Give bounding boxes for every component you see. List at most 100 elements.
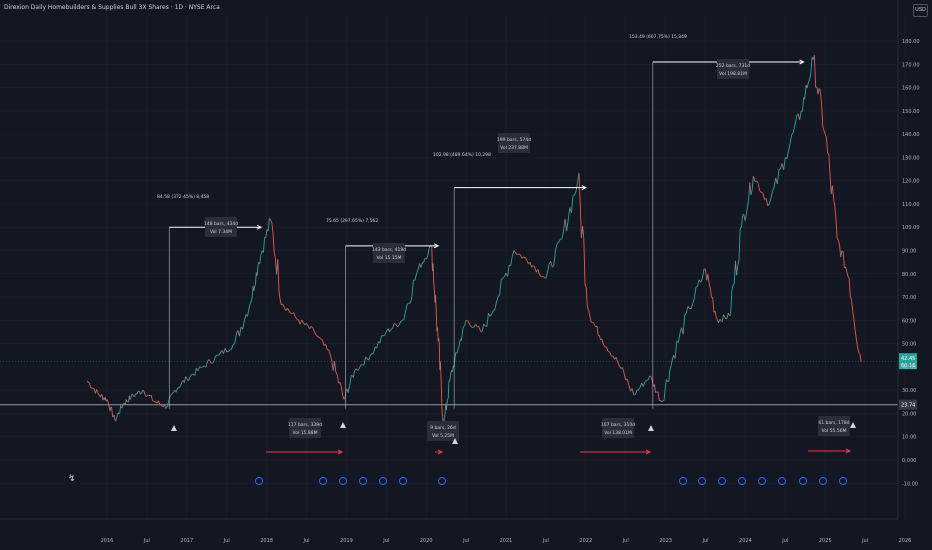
price-segment (317, 336, 320, 338)
grid (0, 14, 906, 519)
price-segment (400, 319, 403, 322)
event-marker (339, 477, 347, 485)
price-segment (140, 392, 143, 395)
current-price-tag (899, 353, 917, 370)
price-segment (751, 175, 754, 190)
price-segment (524, 257, 528, 261)
price-segment (776, 169, 780, 184)
price-segment (831, 185, 835, 199)
price-segment (833, 198, 836, 206)
price-segment (253, 286, 256, 291)
price-segment (382, 334, 385, 337)
price-segment (363, 356, 366, 366)
price-segment (208, 359, 212, 363)
price-segment (394, 323, 397, 325)
measure-arrowhead (799, 59, 805, 65)
price-segment (194, 368, 197, 376)
price-segment (622, 367, 625, 374)
price-segment (825, 137, 829, 153)
price-segment (539, 274, 542, 277)
price-segment (638, 387, 641, 390)
price-segment (301, 319, 304, 323)
price-segment (260, 250, 263, 255)
price-segment (296, 318, 299, 321)
price-segment (759, 190, 762, 193)
price-segment (723, 314, 726, 317)
price-segment (134, 393, 137, 398)
chart-title: Direxion Daily Homebuilders & Supplies B… (4, 4, 220, 11)
x-tick-label: 2026 (899, 538, 912, 544)
price-segment (440, 374, 442, 395)
y-tick-label: 20.00 (902, 411, 916, 417)
price-segment (762, 192, 765, 200)
measure-bars-label: 143 bars, 419d (372, 247, 406, 253)
price-segment (247, 307, 250, 317)
price-segment (750, 189, 753, 196)
price-segment (234, 334, 237, 344)
price-segment (734, 260, 738, 276)
price-segment (343, 397, 346, 400)
price-segment (210, 362, 213, 364)
x-tick-label: 2019 (340, 538, 353, 544)
lower-bars-label: 61 bars, 178d (818, 420, 849, 426)
price-segment (298, 320, 301, 325)
price-segment (115, 417, 118, 422)
price-segment (799, 110, 802, 120)
price-segment (551, 265, 555, 268)
price-segment (794, 117, 797, 126)
measure-volume-label: Vol 7.34M (210, 229, 232, 235)
price-segment (663, 388, 666, 401)
price-segment (270, 220, 273, 223)
x-tick-label: 2021 (500, 538, 513, 544)
currency-button[interactable]: USD (913, 4, 928, 17)
price-segment (503, 272, 507, 277)
event-marker (698, 477, 706, 485)
price-segment (590, 321, 593, 323)
price-segment (113, 414, 116, 421)
price-segment (312, 327, 315, 333)
lower-volume-label: Vol 5.25M (432, 433, 454, 439)
price-segment (858, 351, 861, 355)
price-segment (405, 304, 408, 312)
price-segment (488, 313, 491, 317)
event-marker (738, 477, 746, 485)
x-tick-label: Jul (302, 538, 309, 544)
price-segment (218, 352, 221, 356)
price-segment (495, 296, 499, 303)
y-tick-label: 30.00 (902, 388, 916, 394)
y-tick-label: 50.00 (902, 342, 916, 348)
price-segment (452, 365, 454, 372)
price-segment (201, 366, 203, 368)
pivot-triangle (452, 438, 458, 444)
price-segment (320, 338, 323, 341)
price-segment (628, 385, 631, 392)
x-tick-label: 2016 (101, 538, 114, 544)
x-tick-label: 2017 (180, 538, 193, 544)
price-segment (617, 362, 620, 367)
measure-change-label: 84.58 (372.45%) 8,458 (157, 194, 209, 200)
price-segment (98, 394, 101, 397)
price-segment (349, 375, 352, 384)
price-segment (737, 259, 740, 266)
price-segment (455, 352, 457, 354)
price-segment (519, 254, 523, 259)
price-segment (773, 177, 777, 187)
price-segment (601, 338, 604, 345)
x-tick-label: Jul (143, 538, 150, 544)
price-segment (748, 182, 751, 201)
price-segment (443, 414, 446, 417)
price-segment (516, 253, 519, 256)
price-segment (733, 260, 736, 284)
price-segment (232, 343, 235, 345)
x-tick-label: 2018 (260, 538, 273, 544)
price-segment (389, 329, 392, 333)
y-tick-label: 180.00 (902, 39, 920, 45)
price-segment (205, 361, 208, 368)
price-segment (791, 132, 794, 135)
price-segment (553, 249, 556, 266)
price-segment (697, 279, 700, 287)
price-segment (529, 262, 532, 268)
price-segment (772, 186, 775, 192)
price-segment (231, 344, 234, 350)
